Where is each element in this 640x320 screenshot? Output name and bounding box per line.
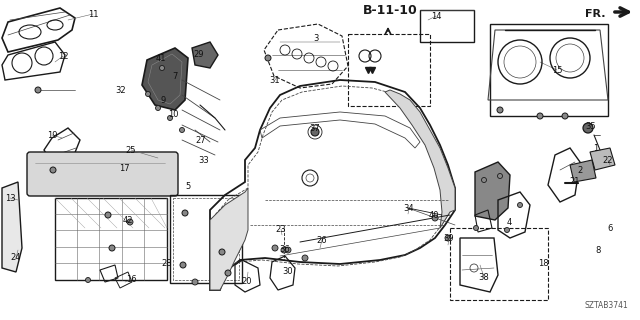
Text: 28: 28 — [162, 259, 172, 268]
Text: 25: 25 — [125, 146, 136, 155]
Circle shape — [180, 262, 186, 268]
Polygon shape — [142, 48, 188, 110]
Text: 2: 2 — [577, 165, 582, 174]
Text: 39: 39 — [444, 234, 454, 243]
Circle shape — [562, 113, 568, 119]
Bar — [170, 195, 242, 283]
Text: 40: 40 — [429, 211, 439, 220]
Circle shape — [127, 219, 133, 225]
Polygon shape — [570, 160, 596, 182]
Text: 8: 8 — [595, 245, 601, 254]
Circle shape — [281, 247, 287, 253]
Text: 37: 37 — [310, 124, 321, 132]
Text: 30: 30 — [283, 268, 293, 276]
Text: 1: 1 — [593, 143, 598, 153]
Circle shape — [145, 92, 150, 97]
Text: 24: 24 — [11, 253, 21, 262]
Polygon shape — [2, 182, 22, 272]
Polygon shape — [210, 188, 248, 290]
Circle shape — [285, 247, 291, 253]
Text: 34: 34 — [404, 204, 414, 212]
Circle shape — [156, 106, 161, 110]
Text: 4: 4 — [506, 218, 511, 227]
Circle shape — [50, 167, 56, 173]
Text: 18: 18 — [538, 260, 548, 268]
Bar — [420, 10, 474, 42]
Text: B-11-10: B-11-10 — [363, 4, 417, 17]
FancyBboxPatch shape — [27, 152, 178, 196]
Text: 5: 5 — [186, 181, 191, 190]
Text: 11: 11 — [88, 10, 99, 19]
Circle shape — [265, 55, 271, 61]
Circle shape — [225, 270, 231, 276]
Circle shape — [474, 226, 479, 230]
Bar — [348, 34, 430, 106]
Text: 26: 26 — [317, 236, 327, 244]
Circle shape — [219, 249, 225, 255]
Text: 16: 16 — [125, 276, 136, 284]
Text: 19: 19 — [47, 131, 57, 140]
Circle shape — [168, 116, 173, 121]
Text: 22: 22 — [603, 156, 613, 164]
Circle shape — [302, 255, 308, 261]
Text: 17: 17 — [118, 164, 129, 172]
Polygon shape — [192, 42, 218, 68]
Text: 3: 3 — [314, 34, 319, 43]
Text: 7: 7 — [172, 71, 178, 81]
Circle shape — [109, 245, 115, 251]
Polygon shape — [385, 90, 455, 228]
Text: 23: 23 — [276, 225, 286, 234]
Circle shape — [481, 178, 486, 182]
Circle shape — [497, 107, 503, 113]
Bar — [490, 24, 608, 116]
Circle shape — [518, 203, 522, 207]
Text: 33: 33 — [198, 156, 209, 164]
Text: 36: 36 — [280, 244, 291, 253]
Text: 31: 31 — [269, 76, 280, 84]
Polygon shape — [590, 148, 615, 170]
Polygon shape — [475, 162, 510, 220]
Text: 41: 41 — [156, 53, 166, 62]
Text: 10: 10 — [168, 109, 179, 118]
Bar — [55, 198, 167, 280]
Circle shape — [537, 113, 543, 119]
Text: 42: 42 — [123, 215, 133, 225]
Circle shape — [159, 66, 164, 70]
Circle shape — [311, 128, 319, 136]
Circle shape — [86, 277, 90, 283]
Text: FR.: FR. — [584, 9, 605, 19]
Circle shape — [497, 173, 502, 179]
Bar — [450, 228, 548, 300]
Circle shape — [192, 279, 198, 285]
Circle shape — [272, 245, 278, 251]
Circle shape — [35, 87, 41, 93]
Text: 32: 32 — [116, 85, 126, 94]
Text: 35: 35 — [586, 122, 596, 131]
Bar — [173, 198, 239, 280]
Text: 29: 29 — [194, 50, 204, 59]
Circle shape — [432, 215, 438, 221]
Circle shape — [179, 127, 184, 132]
Text: 27: 27 — [196, 135, 206, 145]
Text: 14: 14 — [431, 12, 441, 20]
Circle shape — [105, 212, 111, 218]
Text: 12: 12 — [58, 52, 68, 60]
Circle shape — [583, 123, 593, 133]
Circle shape — [445, 235, 451, 241]
Text: 21: 21 — [570, 177, 580, 186]
Circle shape — [182, 210, 188, 216]
Text: 15: 15 — [552, 66, 563, 75]
Text: 38: 38 — [479, 273, 490, 282]
Text: SZTAB3741: SZTAB3741 — [584, 301, 628, 310]
Text: 6: 6 — [607, 223, 612, 233]
Text: 20: 20 — [242, 276, 252, 285]
Circle shape — [504, 228, 509, 233]
Text: 9: 9 — [161, 95, 166, 105]
Text: 13: 13 — [4, 194, 15, 203]
